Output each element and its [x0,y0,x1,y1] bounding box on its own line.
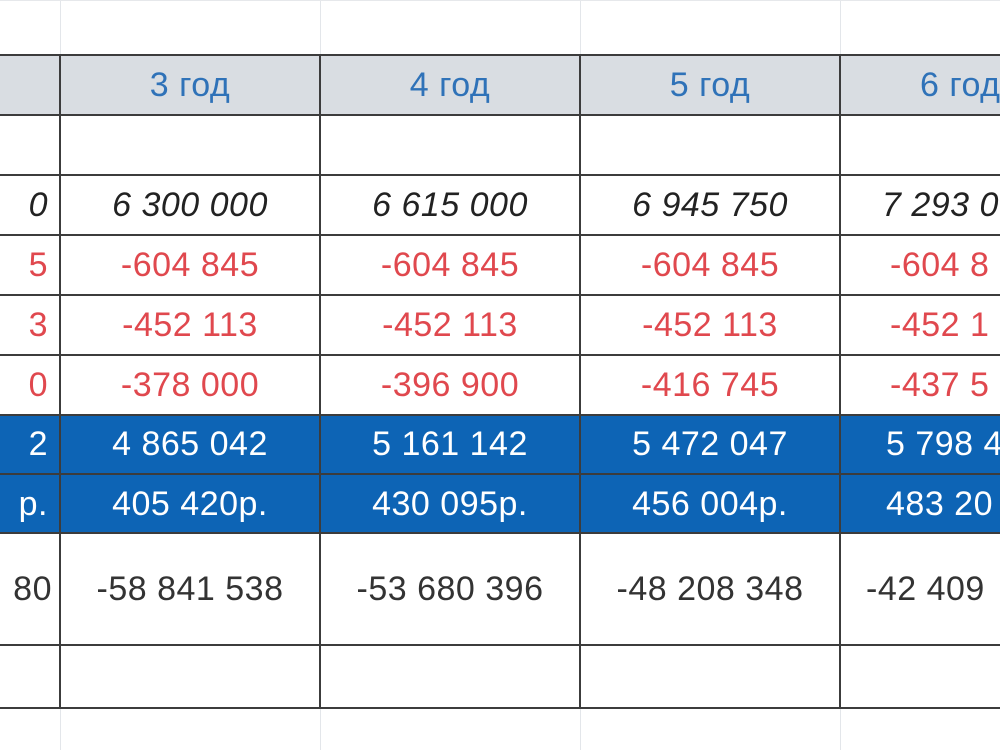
table-border [0,473,1000,475]
table-cell[interactable] [0,645,60,708]
table-row [0,115,1000,175]
table-cell[interactable] [320,645,580,708]
table-border [319,55,321,708]
table-row-highlight: р. 405 420р. 430 095р. 456 004р. 483 20 [0,475,1000,533]
table-cell[interactable]: 4 865 042 [60,415,320,473]
table-row: 0 6 300 000 6 615 000 6 945 750 7 293 0 [0,175,1000,235]
table-cell[interactable]: 7 293 0 [882,185,999,224]
table-border [579,55,581,708]
table-border [0,414,1000,416]
table-border [0,707,1000,709]
table-row: 80 -58 841 538 -53 680 396 -48 208 348 -… [0,533,1000,645]
table-cell[interactable]: -48 208 348 [616,569,804,608]
table-cell[interactable] [0,115,60,175]
table-cell[interactable]: 483 20 [840,475,1000,533]
table-cell[interactable] [320,115,580,175]
header-row: 3 год 4 год 5 год 6 год [0,55,1000,115]
table-cell[interactable]: 0 [28,365,48,404]
table-cell[interactable]: -42 409 [866,569,985,608]
table-cell[interactable]: 456 004р. [580,475,840,533]
table-cell[interactable]: 6 945 750 [632,185,788,224]
table-cell[interactable]: р. [0,475,60,533]
table-row: 0 -378 000 -396 900 -416 745 -437 5 [0,355,1000,415]
table-border [0,644,1000,646]
table-cell[interactable]: 2 [0,415,60,473]
table-cell[interactable] [580,645,840,708]
table-cell[interactable]: 80 [13,569,52,608]
table-cell[interactable]: -452 113 [642,305,778,344]
table-cell[interactable] [840,645,1000,708]
table-cell[interactable] [840,115,1000,175]
table-cell[interactable]: 5 798 4 [840,415,1000,473]
table-cell[interactable]: -58 841 538 [96,569,284,608]
table-row-highlight: 2 4 865 042 5 161 142 5 472 047 5 798 4 [0,415,1000,473]
table-cell[interactable]: 5 [28,245,48,284]
header-cell[interactable] [0,55,60,115]
header-cell-year-4[interactable]: 4 год [320,55,580,115]
table-cell[interactable]: -452 113 [122,305,258,344]
table-border [839,55,841,708]
table-cell[interactable]: -452 1 [890,305,990,344]
gridline [0,0,1000,1]
table-row: 5 -604 845 -604 845 -604 845 -604 8 [0,235,1000,295]
table-border [0,174,1000,176]
header-cell-year-3[interactable]: 3 год [60,55,320,115]
table-cell[interactable]: 405 420р. [60,475,320,533]
table-border [0,54,1000,56]
table-cell[interactable]: 3 [28,305,48,344]
table-cell[interactable]: 5 161 142 [320,415,580,473]
table-cell[interactable]: 6 300 000 [112,185,268,224]
table-cell[interactable]: -604 845 [120,245,260,284]
table-cell[interactable]: 6 615 000 [372,185,528,224]
table-border [59,55,61,708]
table-border [0,114,1000,116]
header-cell-year-6[interactable]: 6 год [840,55,1000,115]
table-cell[interactable]: -604 845 [380,245,520,284]
table-cell[interactable]: -437 5 [890,365,990,404]
table-border [0,234,1000,236]
header-cell-year-5[interactable]: 5 год [580,55,840,115]
table-row [0,645,1000,708]
table-cell[interactable]: 5 472 047 [580,415,840,473]
table-cell[interactable] [60,115,320,175]
table-cell[interactable]: -604 8 [890,245,990,284]
table-border [0,354,1000,356]
table-border [0,294,1000,296]
table-cell[interactable]: 0 [28,185,48,224]
table-cell[interactable]: -378 000 [120,365,260,404]
table-cell[interactable]: -604 845 [640,245,780,284]
table-cell[interactable]: -53 680 396 [356,569,544,608]
table-cell[interactable]: -452 113 [382,305,518,344]
table-row: 3 -452 113 -452 113 -452 113 -452 1 [0,295,1000,355]
table-cell[interactable]: -396 900 [380,365,520,404]
table-cell[interactable] [580,115,840,175]
table-cell[interactable]: -416 745 [640,365,780,404]
table-border [0,532,1000,534]
table-cell[interactable] [60,645,320,708]
table-cell[interactable]: 430 095р. [320,475,580,533]
